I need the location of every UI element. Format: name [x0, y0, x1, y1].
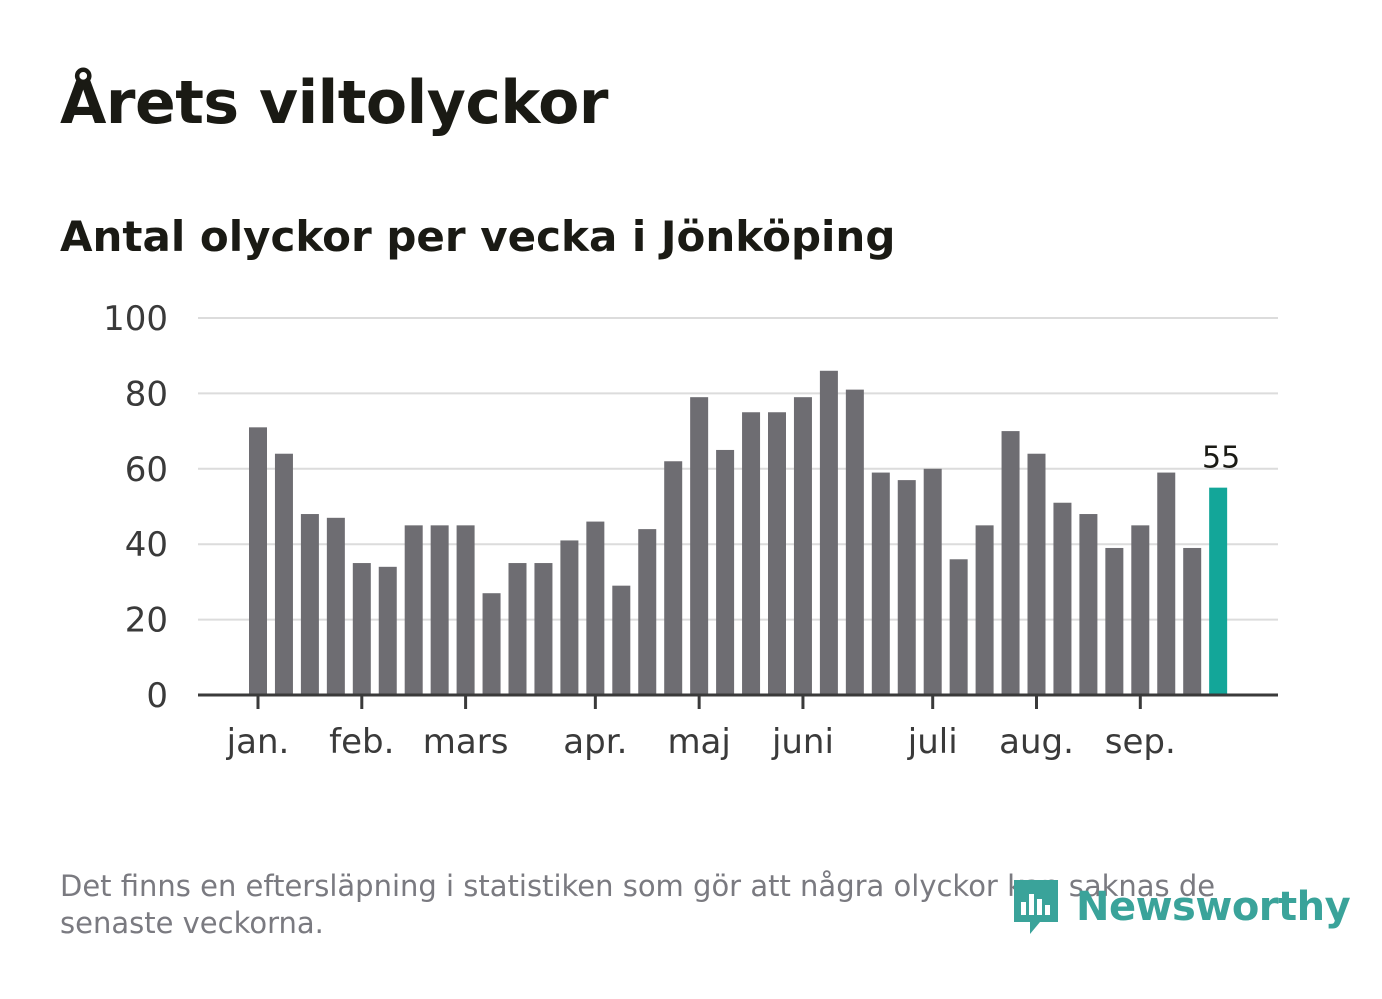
- bar: [430, 525, 449, 695]
- newsworthy-logo: Newsworthy: [1010, 876, 1351, 938]
- bar: [352, 563, 371, 695]
- bar: [819, 370, 838, 695]
- y-tick-label-80: 80: [125, 374, 168, 414]
- bar: [1053, 502, 1072, 695]
- bar-chart: 0 20 40 60 80 100 55 jan. feb. mars apr. maj juni jul…: [103, 299, 1278, 762]
- bar: [1079, 514, 1098, 695]
- newsworthy-logo-text: Newsworthy: [1076, 884, 1351, 930]
- bar: [508, 563, 527, 695]
- x-tick-label-mars: mars: [423, 722, 509, 762]
- bar: [560, 540, 579, 695]
- y-tick-label-40: 40: [125, 525, 168, 565]
- bar: [638, 529, 657, 695]
- bar: [664, 461, 683, 695]
- bar: [793, 397, 812, 695]
- bar: [326, 517, 345, 695]
- bar: [1157, 472, 1176, 695]
- bar: [300, 514, 319, 695]
- bar: [274, 453, 293, 695]
- bar: [975, 525, 994, 695]
- bar: [871, 472, 890, 695]
- y-tick-label-0: 0: [146, 676, 168, 716]
- y-tick-label-60: 60: [125, 450, 168, 490]
- bar: [690, 397, 709, 695]
- bar: [404, 525, 423, 695]
- chart-subtitle: Antal olyckor per vecka i Jönköping: [60, 212, 896, 261]
- bar: [742, 412, 761, 695]
- bar: [586, 521, 605, 695]
- x-tick-label-feb: feb.: [329, 722, 394, 762]
- x-tick-label-maj: maj: [667, 722, 730, 762]
- x-tick-label-sep: sep.: [1105, 722, 1176, 762]
- bar-highlight: [1209, 487, 1228, 695]
- bar: [1027, 453, 1046, 695]
- bar: [845, 389, 864, 695]
- bar: [1131, 525, 1150, 695]
- y-tick-label-100: 100: [103, 299, 168, 339]
- bar: [534, 563, 553, 695]
- newsworthy-logo-icon: [1014, 880, 1058, 934]
- x-tick-label-apr: apr.: [563, 722, 627, 762]
- bar: [249, 427, 267, 695]
- x-tick-label-jan: jan.: [226, 722, 290, 762]
- bar: [1183, 547, 1202, 695]
- bar: [1105, 547, 1124, 695]
- bar-value-label: 55: [1202, 441, 1240, 476]
- bar: [768, 412, 786, 695]
- bar: [378, 566, 397, 695]
- x-tick-label-juli: juli: [907, 722, 958, 762]
- y-tick-label-20: 20: [125, 601, 168, 641]
- bar: [1001, 431, 1020, 695]
- x-tick-label-aug: aug.: [999, 722, 1074, 762]
- bar: [612, 585, 631, 695]
- chart-title: Årets viltolyckor: [60, 68, 609, 138]
- x-tick-label-juni: juni: [771, 722, 834, 762]
- bar: [897, 480, 916, 695]
- bar: [456, 525, 475, 695]
- bar: [716, 449, 735, 695]
- bar: [482, 593, 501, 695]
- bar: [949, 559, 968, 695]
- bar: [923, 468, 942, 695]
